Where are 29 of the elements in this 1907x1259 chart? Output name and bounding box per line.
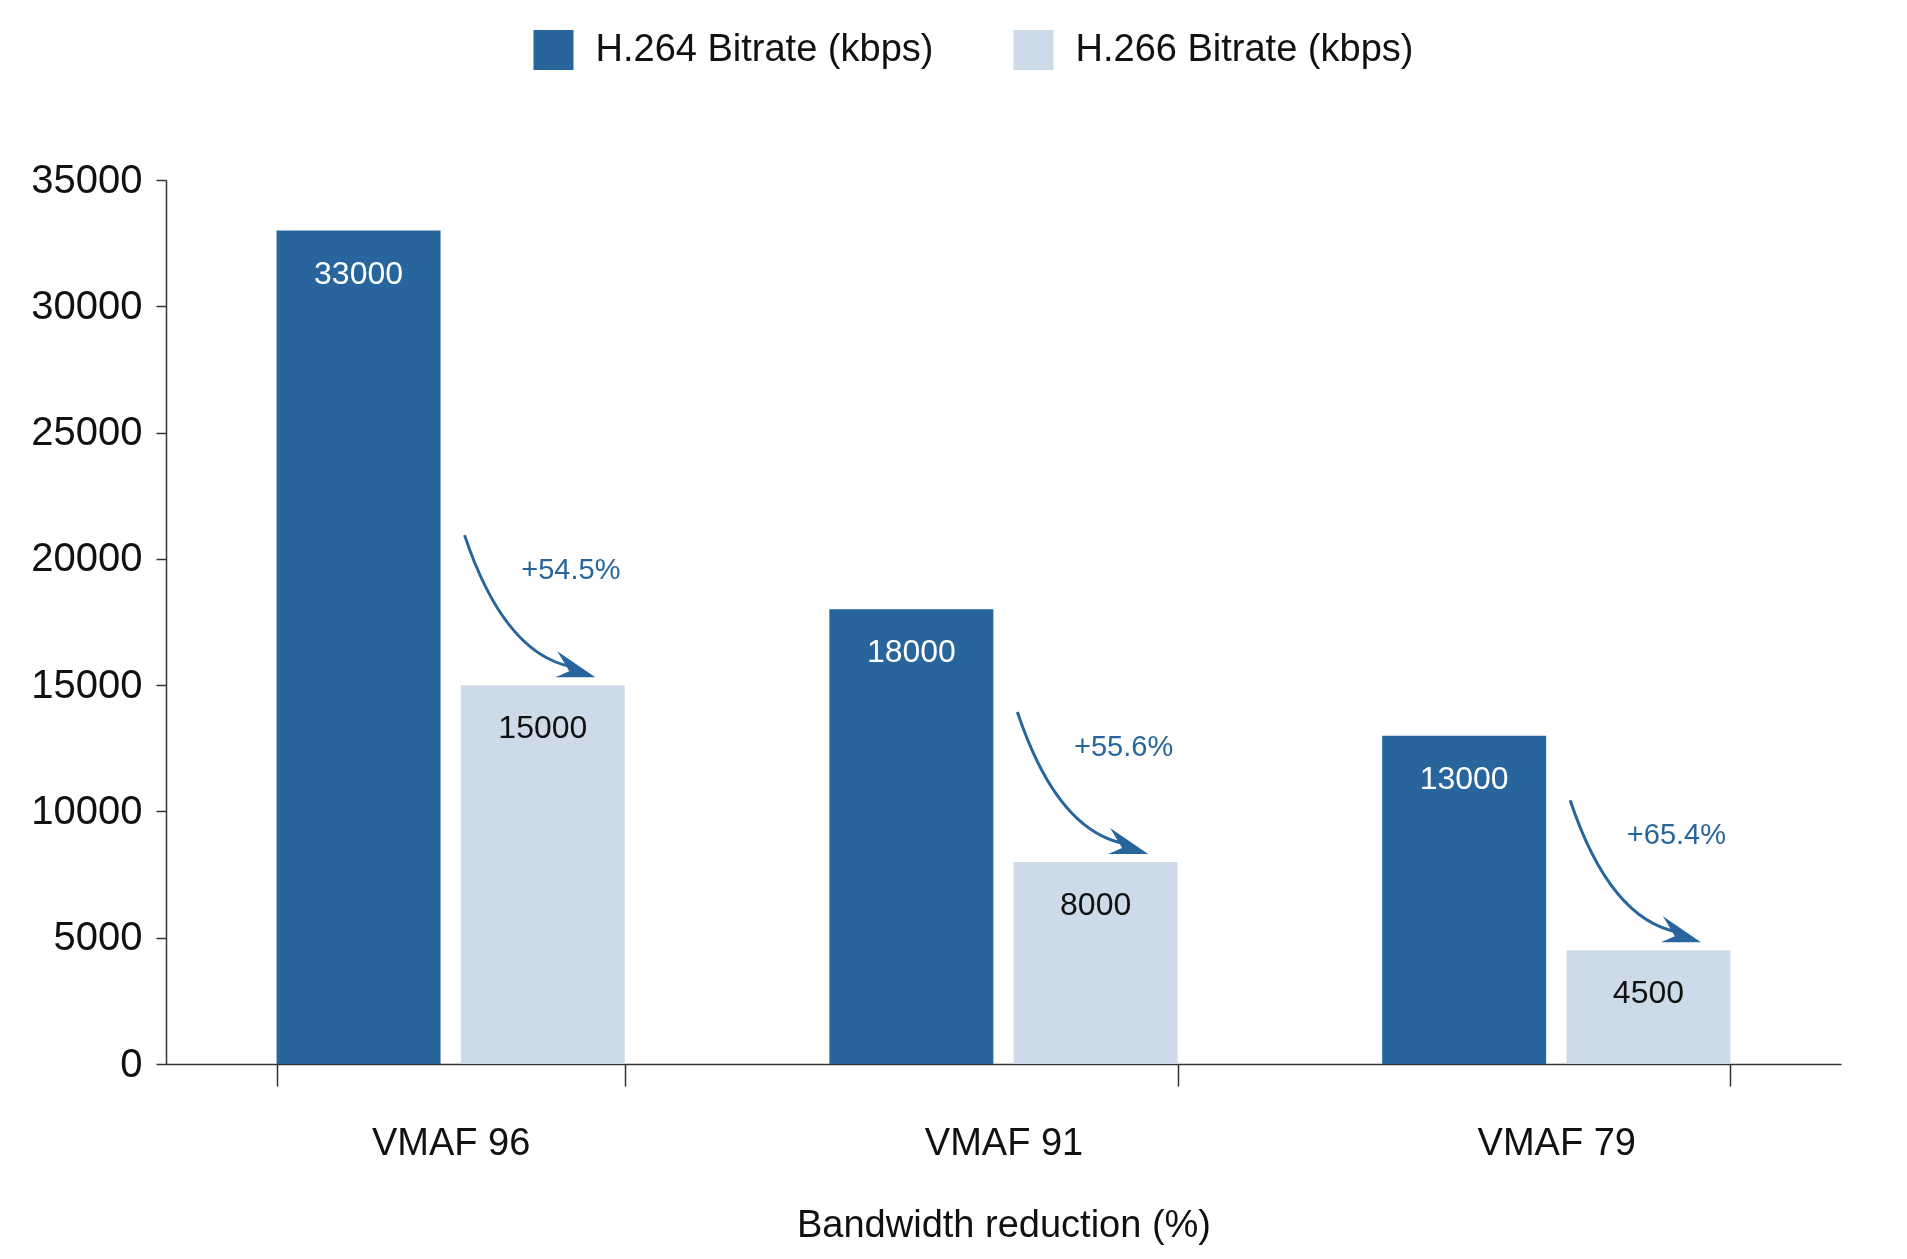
annotation: +55.6% (1074, 729, 1174, 762)
y-tick-label: 5000 (53, 914, 143, 959)
legend-label: H.264 Bitrate (kbps) (595, 27, 934, 69)
x-tick-label: VMAF 91 (924, 1120, 1084, 1163)
legend-label: H.266 Bitrate (kbps) (1075, 27, 1414, 69)
bar (1566, 950, 1731, 1064)
x-tick-label: VMAF 79 (1477, 1120, 1636, 1163)
y-tick-label: 15000 (31, 661, 143, 706)
bar (460, 685, 625, 1064)
y-tick-label: 20000 (31, 535, 143, 580)
data-label: 15000 (498, 709, 588, 746)
data-label: 4500 (1612, 974, 1685, 1011)
bar (276, 230, 441, 1064)
y-tick-label: 0 (120, 1040, 143, 1085)
bar (1013, 861, 1178, 1064)
bar (829, 609, 994, 1064)
y-tick-label: 30000 (31, 282, 143, 327)
data-label: 33000 (314, 254, 404, 291)
x-axis-title: Bandwidth reduction (%) (797, 1202, 1211, 1245)
data-label: 8000 (1060, 885, 1132, 922)
annotation: +65.4% (1626, 818, 1727, 851)
data-label: 18000 (866, 633, 956, 670)
y-tick-label: 35000 (31, 156, 143, 201)
x-tick-label: VMAF 96 (372, 1120, 531, 1163)
annotation: +54.5% (521, 553, 621, 586)
bar (1382, 735, 1547, 1064)
y-tick-label: 25000 (31, 409, 143, 454)
data-label: 13000 (1419, 759, 1509, 796)
y-tick-label: 10000 (31, 787, 143, 832)
